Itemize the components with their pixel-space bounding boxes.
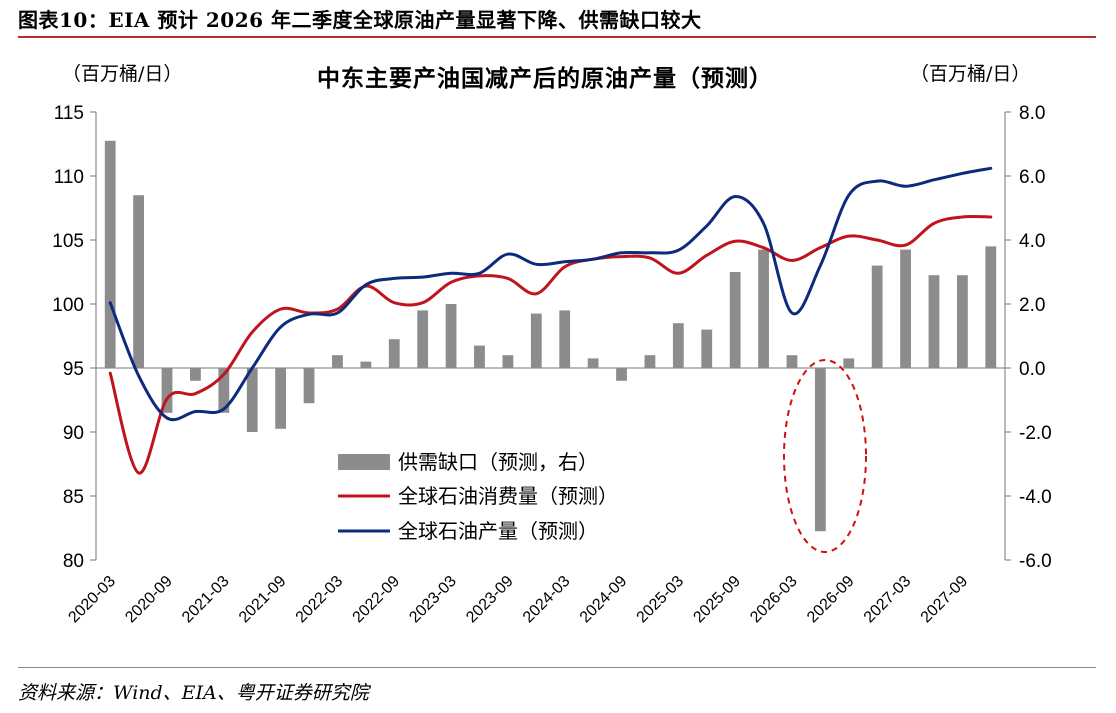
- gap-bar: [644, 355, 656, 368]
- legend-label-production: 全球石油产量（预测）: [398, 519, 598, 543]
- gap-bar: [275, 368, 287, 429]
- gap-bar: [985, 246, 997, 368]
- gap-bar: [332, 355, 343, 368]
- x-tick-label: 2024-09: [577, 573, 631, 627]
- x-tick-label: 2027-03: [861, 573, 915, 627]
- left-tick-label: 110: [54, 167, 84, 188]
- x-tick-label: 2023-09: [463, 573, 517, 627]
- gap-bar: [417, 310, 429, 368]
- x-tick-label: 2021-03: [179, 573, 233, 627]
- left-tick-label: 85: [63, 487, 84, 508]
- gap-highlight-ellipse: [783, 359, 867, 553]
- left-tick-label: 105: [52, 231, 84, 252]
- x-tick-label: 2022-03: [293, 573, 347, 627]
- left-tick-label: 100: [52, 295, 84, 316]
- gap-bar: [303, 368, 315, 404]
- gap-bar: [161, 368, 173, 413]
- left-tick-label: 95: [63, 359, 84, 380]
- production-line: [108, 166, 993, 422]
- right-tick-label: -2.0: [1019, 423, 1052, 444]
- gap-bar: [388, 339, 400, 368]
- footer-rule: [18, 667, 1096, 668]
- gap-bar: [900, 249, 911, 368]
- gap-bar: [218, 368, 230, 413]
- gap-bar: [133, 195, 145, 368]
- gap-bar: [956, 275, 968, 368]
- chart-title: 中东主要产油国减产后的原油产量（预测）: [317, 65, 773, 92]
- left-axis-unit: （百万桶/日）: [62, 63, 182, 85]
- left-tick-label: 115: [54, 103, 84, 124]
- gap-bar: [360, 361, 372, 368]
- gap-bar: [701, 329, 713, 368]
- gap-bar: [928, 275, 940, 368]
- gap-bar: [587, 358, 599, 368]
- gap-bar: [104, 140, 116, 368]
- left-tick-label: 90: [63, 423, 84, 444]
- x-tick-label: 2026-09: [804, 573, 858, 627]
- consumption-line: [108, 214, 993, 475]
- gap-bar: [843, 358, 855, 368]
- right-tick-label: 2.0: [1019, 295, 1045, 316]
- gap-bar: [871, 265, 883, 368]
- right-tick-label: 4.0: [1019, 231, 1045, 252]
- legend-swatch-gap: [338, 454, 390, 470]
- gap-bar: [729, 272, 741, 368]
- gap-bar: [190, 368, 201, 381]
- gap-bar: [530, 313, 542, 368]
- title-rule: [18, 36, 1096, 38]
- right-axis-unit: （百万桶/日）: [910, 63, 1030, 85]
- gap-bar: [246, 368, 258, 432]
- gap-bar: [616, 368, 627, 381]
- legend-label-consumption: 全球石油消费量（预测）: [398, 484, 618, 508]
- legend: 供需缺口（预测，右） 全球石油消费量（预测） 全球石油产量（预测）: [338, 450, 618, 543]
- x-tick-label: 2020-09: [122, 573, 176, 627]
- x-tick-label: 2026-03: [747, 573, 801, 627]
- gap-bar: [672, 323, 684, 368]
- right-tick-label: 8.0: [1019, 103, 1045, 124]
- gap-bar: [758, 249, 769, 368]
- legend-label-gap: 供需缺口（预测，右）: [398, 450, 598, 474]
- x-tick-label: 2023-03: [406, 573, 460, 627]
- source-note: 资料来源：Wind、EIA、粤开证券研究院: [18, 682, 369, 704]
- gap-bar: [502, 355, 514, 368]
- gap-bar: [814, 368, 826, 532]
- figure-title: 图表10：EIA 预计 2026 年二季度全球原油产量显著下降、供需缺口较大: [18, 8, 702, 32]
- x-tick-label: 2021-09: [236, 573, 290, 627]
- x-tick-label: 2024-03: [520, 573, 574, 627]
- right-tick-label: 6.0: [1019, 167, 1045, 188]
- right-tick-label: -6.0: [1019, 551, 1052, 572]
- gap-bar: [559, 310, 571, 368]
- right-tick-label: 0.0: [1019, 359, 1045, 380]
- gap-bar: [474, 345, 485, 368]
- left-tick-label: 80: [63, 551, 84, 572]
- gap-bar: [445, 304, 457, 368]
- x-tick-label: 2020-03: [65, 573, 119, 627]
- x-tick-label: 2022-09: [350, 573, 404, 627]
- right-tick-label: -4.0: [1019, 487, 1052, 508]
- gap-bar: [786, 355, 798, 368]
- x-tick-label: 2027-09: [918, 573, 972, 627]
- x-tick-label: 2025-03: [634, 573, 688, 627]
- x-tick-label: 2025-09: [690, 573, 744, 627]
